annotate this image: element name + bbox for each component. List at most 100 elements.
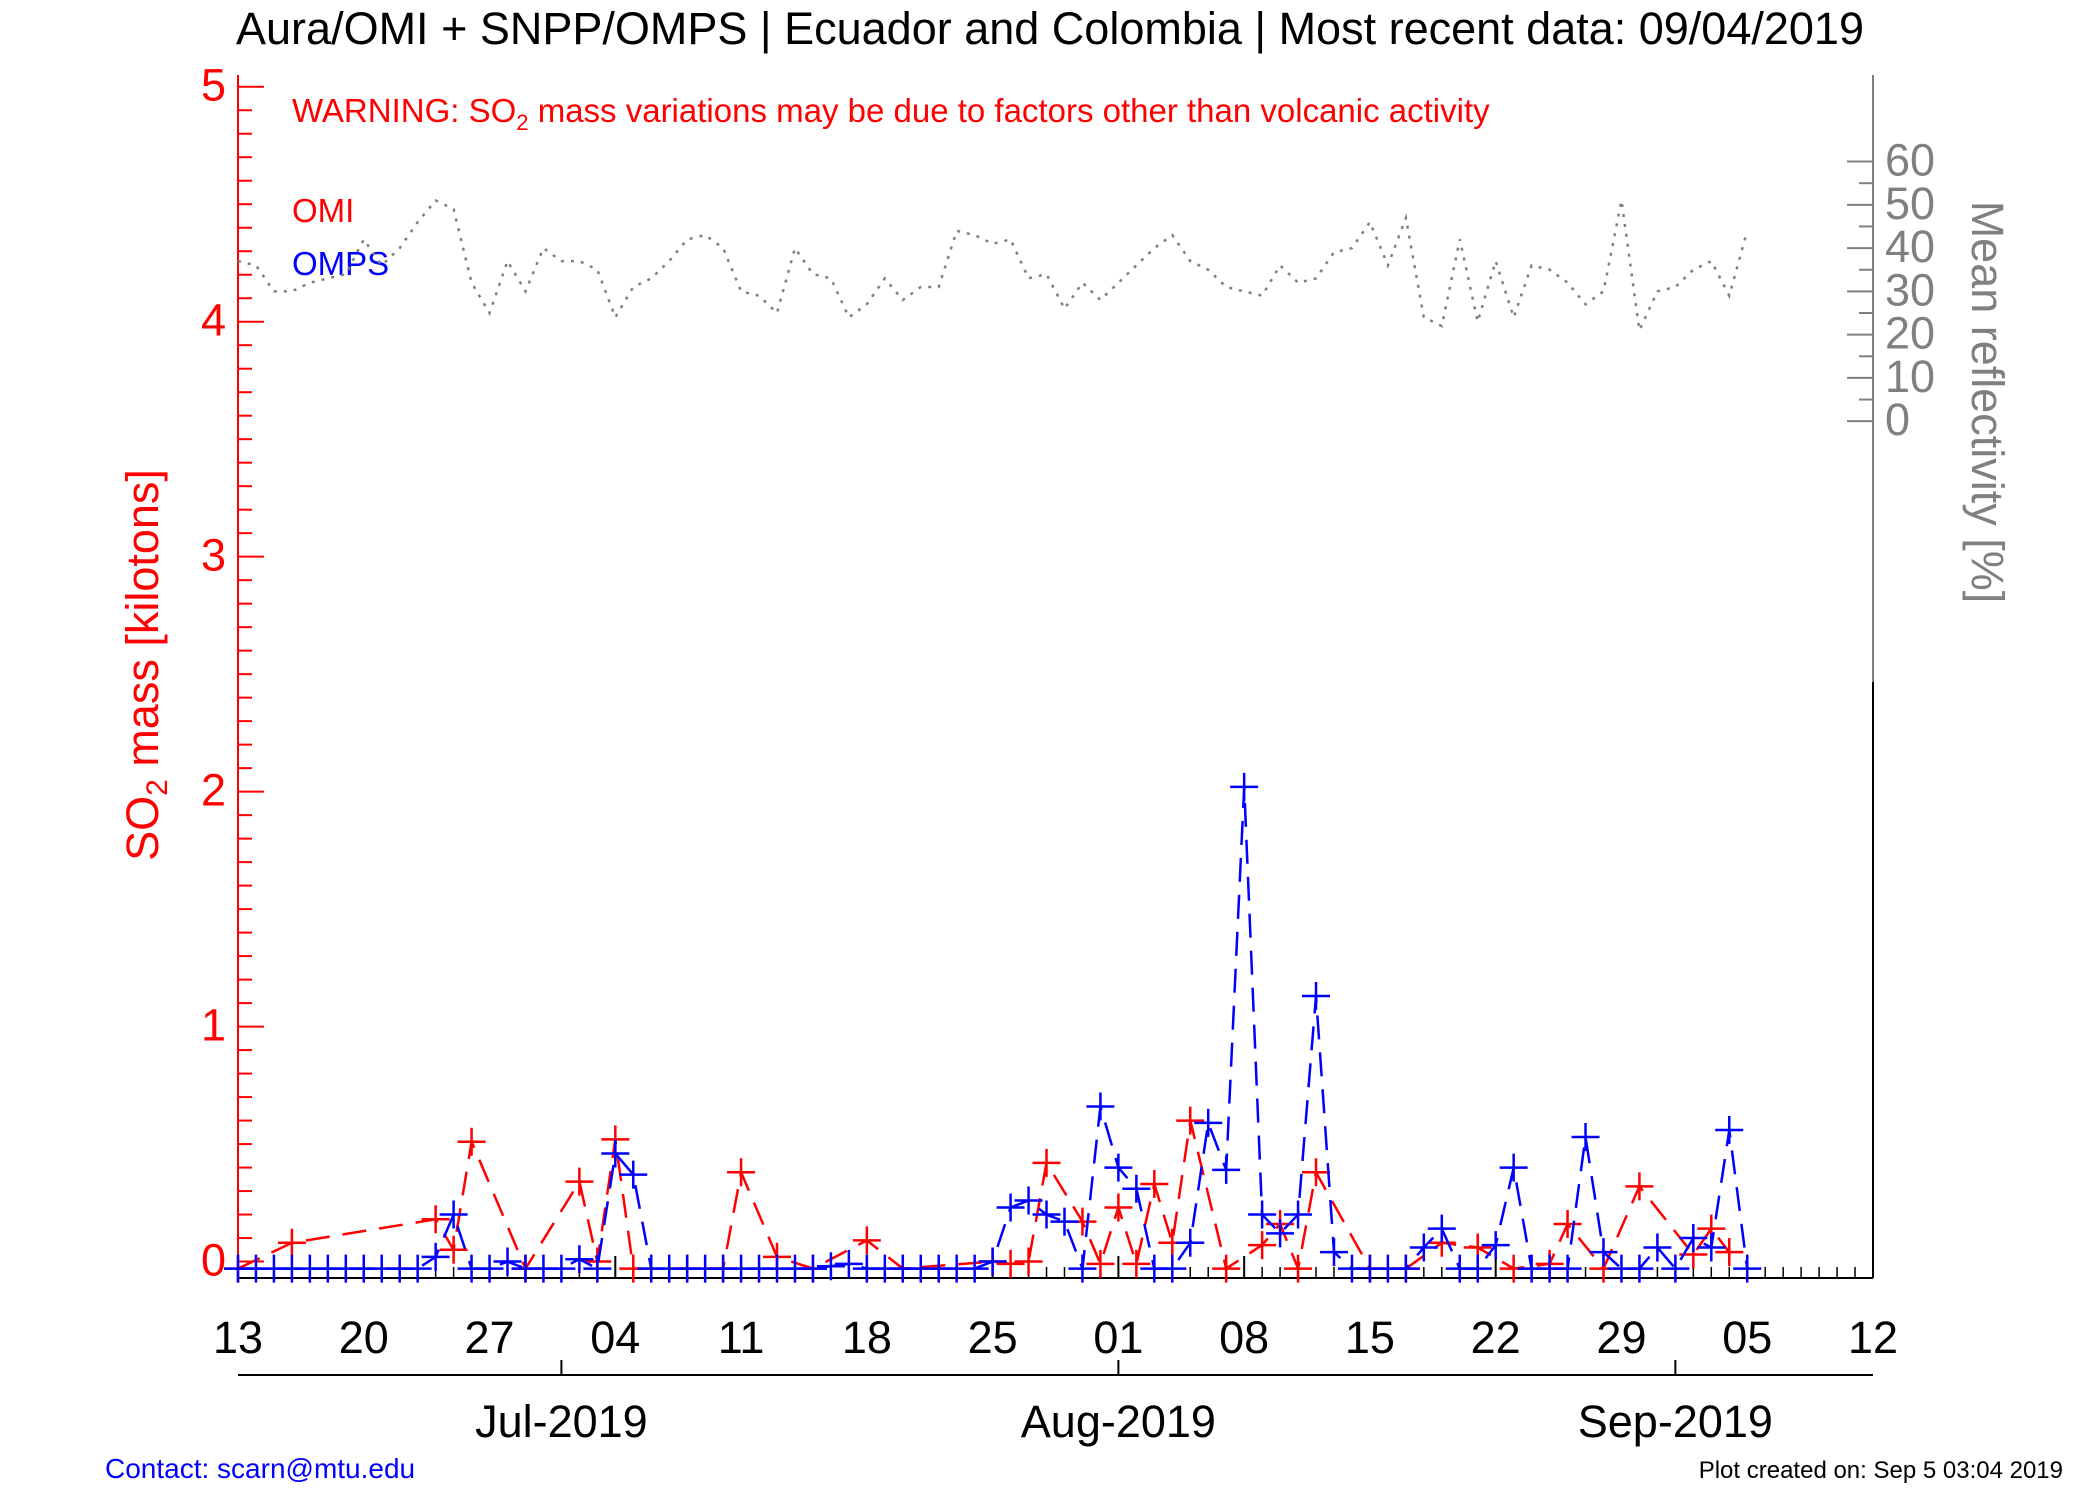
- omi-data-point: [1140, 1170, 1169, 1199]
- omps-data-point: [1697, 1233, 1726, 1262]
- x-tick-label: 27: [465, 1312, 515, 1363]
- omps-data-point: [1158, 1254, 1187, 1283]
- y-right-tick-label: 10: [1885, 351, 1935, 402]
- omi-data-point: [1715, 1238, 1744, 1267]
- omps-data-point: [1571, 1123, 1600, 1152]
- omps-data-point: [1068, 1254, 1097, 1283]
- omps-data-point: [1302, 982, 1331, 1011]
- omps-data-point: [1014, 1186, 1043, 1215]
- omps-data-point: [1625, 1254, 1654, 1283]
- y-left-tick-label: 4: [201, 295, 226, 346]
- omps-data-point: [996, 1193, 1025, 1222]
- y-left-tick-label: 1: [201, 1000, 226, 1051]
- omps-data-point: [816, 1252, 845, 1281]
- mean-reflectivity-series-line: [237, 198, 1749, 335]
- omi-data-point: [1302, 1158, 1331, 1187]
- omps-data-point: [1086, 1092, 1115, 1121]
- x-tick-label: 25: [968, 1312, 1018, 1363]
- omps-data-point: [1194, 1108, 1223, 1137]
- x-tick-label: 13: [213, 1312, 263, 1363]
- omps-data-point: [1284, 1200, 1313, 1229]
- omps-data-point: [960, 1254, 989, 1283]
- omps-data-point: [1643, 1233, 1672, 1262]
- x-tick-label: 22: [1471, 1312, 1521, 1363]
- omi-data-point: [852, 1226, 881, 1255]
- omi-data-point: [421, 1205, 450, 1234]
- x-tick-label: 12: [1848, 1312, 1898, 1363]
- x-tick-label: 18: [842, 1312, 892, 1363]
- month-label: Sep-2019: [1578, 1396, 1773, 1447]
- omps-data-point: [1176, 1228, 1205, 1257]
- omps-data-point: [475, 1254, 504, 1283]
- omps-data-point: [1248, 1200, 1277, 1229]
- omi-data-point: [1212, 1254, 1241, 1283]
- x-tick-label: 15: [1345, 1312, 1395, 1363]
- month-label: Aug-2019: [1021, 1396, 1216, 1447]
- y-right-tick-label: 50: [1885, 178, 1935, 229]
- omi-data-point: [1014, 1247, 1043, 1276]
- x-tick-label: 01: [1093, 1312, 1143, 1363]
- x-tick-label: 08: [1219, 1312, 1269, 1363]
- omi-data-point: [1104, 1193, 1133, 1222]
- omps-data-point: [798, 1254, 827, 1283]
- omps-data-point: [1661, 1254, 1690, 1283]
- y-left-tick-label: 5: [201, 60, 226, 111]
- omps-data-point: [1463, 1254, 1492, 1283]
- omps-data-point: [1122, 1174, 1151, 1203]
- omps-series-line: [238, 786, 1749, 1271]
- omi-data-point: [727, 1158, 756, 1187]
- omps-data-point: [834, 1249, 863, 1278]
- month-label: Jul-2019: [475, 1396, 648, 1447]
- y-left-tick-label: 0: [201, 1235, 226, 1286]
- omi-data-point: [457, 1127, 486, 1156]
- x-tick-label: 11: [718, 1312, 765, 1363]
- omps-data-point: [565, 1245, 594, 1274]
- warning-text: WARNING: SO2 mass variations may be due …: [292, 92, 1490, 135]
- omps-data-point: [1409, 1233, 1438, 1262]
- y-right-tick-label: 60: [1885, 135, 1935, 186]
- omps-data-point: [1679, 1224, 1708, 1253]
- omps-data-point: [1499, 1153, 1528, 1182]
- omps-data-point: [1230, 772, 1259, 801]
- omi-data-point: [1086, 1249, 1115, 1278]
- y-right-tick-label: 20: [1885, 308, 1935, 359]
- omps-data-point: [1032, 1200, 1061, 1229]
- omps-data-point: [1553, 1254, 1582, 1283]
- omps-data-point: [493, 1247, 522, 1276]
- omps-data-point: [1266, 1219, 1295, 1248]
- omps-data-point: [439, 1200, 468, 1229]
- omps-data-point: [1427, 1214, 1456, 1243]
- omps-data-point: [1212, 1155, 1241, 1184]
- omps-data-point: [978, 1247, 1007, 1276]
- plot-created-timestamp: Plot created on: Sep 5 03:04 2019: [1698, 1457, 2063, 1484]
- omi-data-point: [996, 1249, 1025, 1278]
- omps-data-point: [403, 1254, 432, 1283]
- omps-data-point: [1715, 1115, 1744, 1144]
- omi-data-point: [1553, 1209, 1582, 1238]
- omps-data-point: [1481, 1231, 1510, 1260]
- legend-omps: OMPS: [292, 245, 389, 282]
- omps-data-point: [1104, 1153, 1133, 1182]
- y-right-tick-label: 40: [1885, 221, 1935, 272]
- x-tick-label: 20: [339, 1312, 389, 1363]
- omi-data-point: [1625, 1172, 1654, 1201]
- y-axis-left-label: SO2 mass [kilotons]: [117, 469, 174, 861]
- omi-data-point: [1248, 1231, 1277, 1260]
- omps-data-point: [1733, 1254, 1762, 1283]
- x-tick-label: 05: [1722, 1312, 1772, 1363]
- contact-email[interactable]: Contact: scarn@mtu.edu: [105, 1453, 416, 1484]
- omps-data-point: [601, 1139, 630, 1168]
- omps-data-point: [1391, 1254, 1420, 1283]
- omi-data-point: [1032, 1148, 1061, 1177]
- omps-data-point: [1050, 1207, 1079, 1236]
- omi-data-point: [1176, 1106, 1205, 1135]
- omi-data-point: [565, 1167, 594, 1196]
- omi-series-line: [237, 1120, 1731, 1274]
- omps-data-point: [619, 1160, 648, 1189]
- x-tick-label: 04: [590, 1312, 640, 1363]
- x-tick-label: 29: [1596, 1312, 1646, 1363]
- y-right-tick-label: 30: [1885, 264, 1935, 315]
- omps-data-point: [421, 1242, 450, 1271]
